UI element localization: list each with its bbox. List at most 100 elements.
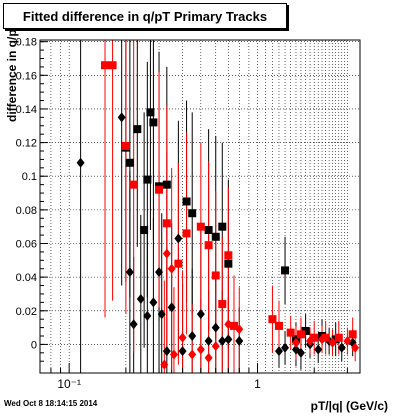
data-point [167,302,176,313]
data-point [125,158,134,167]
data-point [211,271,220,280]
y-axis-label: difference in q/pT [5,21,19,122]
y-tick-label: 0.02 [16,306,37,318]
data-point [162,219,171,228]
y-tick-label: 0.12 [16,138,37,150]
data-point [162,248,171,259]
data-point [188,349,197,360]
data-point [314,344,323,355]
data-point [229,321,238,330]
data-point [321,333,330,342]
chart-title-box: Fitted difference in q/pT Primary Tracks [3,3,287,29]
data-point [133,125,142,134]
data-point [281,266,290,275]
data-point [211,322,220,333]
data-point [196,309,205,320]
data-point [129,180,138,189]
data-point [211,232,220,241]
data-point [174,233,183,244]
data-point [334,333,343,342]
data-point [286,328,295,337]
data-point [224,319,233,330]
data-point [188,331,197,341]
data-point [146,108,155,117]
data-point [274,321,283,330]
chart-title: Fitted difference in q/pT Primary Tracks [22,9,268,24]
data-point [337,342,346,353]
data-point [204,352,213,363]
data-point [296,347,305,358]
data-point [108,61,117,70]
y-tick-label: 0.06 [16,239,37,251]
data-point [167,263,176,274]
data-point [143,310,152,321]
data-point [224,334,233,345]
y-tick-label: 0 [31,339,37,351]
data-point [155,185,164,194]
data-point [224,259,233,268]
data-point [343,336,352,347]
data-point [76,157,85,168]
data-point [143,175,152,184]
data-point [196,222,205,231]
data-point [182,197,191,206]
data-point [162,180,171,189]
x-axis-label: pT/|q| (GeV/c) [311,399,388,413]
plot-frame [39,39,361,374]
data-point [211,341,220,352]
data-point [140,226,149,235]
data-point [204,336,213,347]
data-point [174,259,183,268]
data-point [218,300,227,309]
y-tick-label: 0.18 [16,37,37,49]
timestamp: Wed Oct 8 18:14:15 2014 [4,399,98,408]
data-point [274,346,283,357]
data-point [125,267,134,278]
x-tick-label: 10⁻¹ [57,377,81,391]
data-point [149,118,158,127]
data-point [178,332,187,343]
data-point [218,336,227,347]
data-point [296,330,305,339]
data-point [121,141,130,150]
data-point [328,337,337,348]
data-point [306,336,315,347]
data-point [117,112,126,123]
data-point [157,309,166,320]
data-point [162,346,171,357]
data-point [178,346,187,357]
data-point [196,344,205,355]
data-point [136,294,145,304]
data-point [281,342,290,353]
plot-frame-background [40,40,360,373]
y-tick-label: 0.16 [16,70,37,82]
data-point [204,241,213,250]
data-point [129,319,138,330]
data-point [149,297,158,308]
data-point [268,315,277,324]
data-point [169,349,178,360]
x-tick-label: 1 [254,377,261,391]
data-point [224,251,233,260]
data-point [101,61,110,70]
data-point [188,209,197,218]
data-point [301,326,310,335]
data-point [348,330,357,339]
y-tick-label: 0.14 [16,104,37,116]
data-point [160,359,169,370]
y-tick-label: 0.04 [16,272,37,284]
data-point [155,267,164,278]
data-point [235,324,244,335]
data-point [351,342,360,353]
data-point [235,336,244,347]
y-tick-label: 0.08 [16,205,37,217]
data-point [291,337,300,348]
y-tick-label: 0.1 [22,171,37,183]
data-point [204,226,213,235]
data-point [218,222,227,231]
data-point [310,333,319,342]
data-point [182,229,191,238]
data-point [318,334,327,345]
